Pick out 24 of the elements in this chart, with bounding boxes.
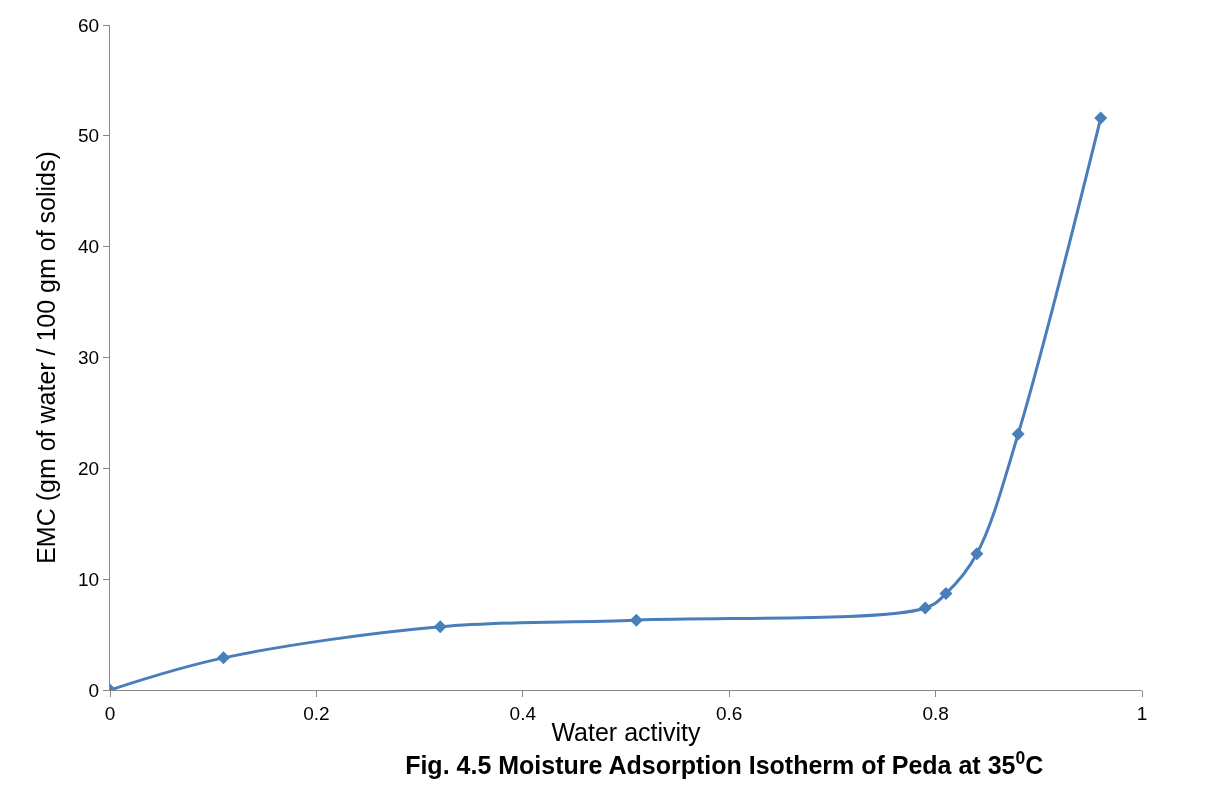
y-tick-label: 30 bbox=[78, 347, 100, 369]
x-tick-label: 0.4 bbox=[509, 702, 537, 724]
x-tick-label: 0.6 bbox=[715, 702, 743, 724]
y-tick-label: 50 bbox=[78, 125, 100, 147]
point bbox=[970, 547, 984, 561]
point bbox=[939, 587, 953, 601]
point bbox=[433, 620, 447, 634]
x-axis-title: Water activity bbox=[551, 717, 702, 746]
y-tick-label: 40 bbox=[78, 236, 100, 258]
point bbox=[1094, 111, 1108, 125]
y-tick-label: 10 bbox=[78, 568, 100, 590]
x-tick-label: 0.2 bbox=[303, 702, 330, 724]
x-tick-label: 0.8 bbox=[922, 702, 949, 724]
point bbox=[1011, 427, 1025, 441]
point bbox=[217, 651, 231, 665]
y-axis-title: EMC (gm of water / 100 gm of solids) bbox=[31, 151, 60, 564]
y-tick-label: 20 bbox=[78, 457, 100, 479]
y-tick-label: 60 bbox=[78, 14, 100, 36]
point bbox=[629, 613, 643, 627]
y-tick-label: 0 bbox=[88, 679, 100, 701]
x-tick-label: 1 bbox=[1136, 702, 1148, 724]
point bbox=[918, 601, 932, 615]
x-tick-label: 0 bbox=[104, 702, 116, 724]
text: Fig. 4.5 Moisture Adsorption Isotherm of Peda at 35$^{0}$C bbox=[405, 747, 1044, 780]
